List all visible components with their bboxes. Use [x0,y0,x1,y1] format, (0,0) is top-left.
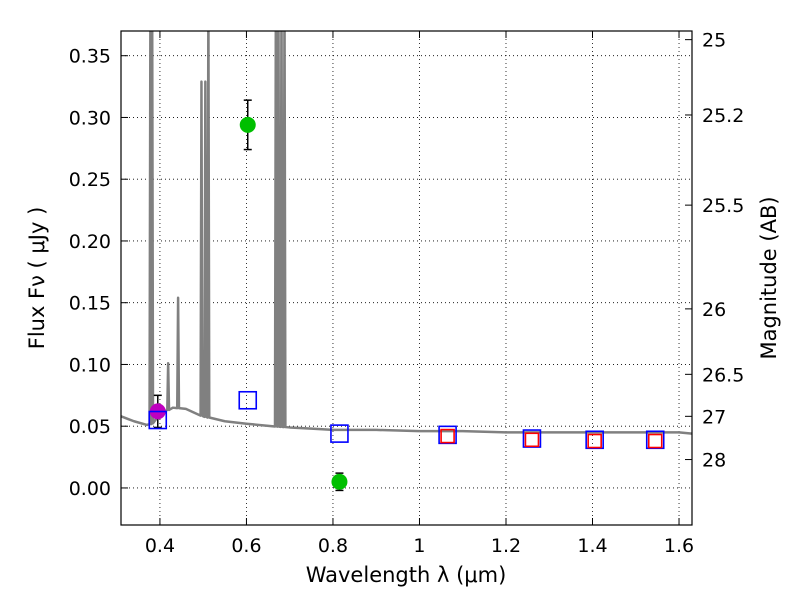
observed-point [239,116,256,133]
x-tick-label: 0.6 [231,535,261,557]
model-blue-square [148,410,168,430]
model-blue-square [238,390,258,410]
y-tick-label: 0.05 [69,416,111,438]
data-markers [148,99,665,492]
x-tick-label: 1.4 [577,535,607,557]
x-tick-label: 1.6 [664,535,694,557]
y-tick-label: 0.35 [69,46,111,68]
model-red-square [647,433,663,449]
magnitude-tick-label: 28 [702,450,726,472]
x-axis-ticks: 0.4 0.6 0.8 1 1.2 1.4 1.6 [145,31,694,557]
magnitude-tick-label: 27 [702,406,726,428]
magnitude-tick-label: 26.5 [702,364,744,386]
y-axis-label: Flux Fν ( μJy ) [25,207,49,350]
x-tick-label: 0.8 [318,535,348,557]
y-tick-label: 0.10 [69,354,111,376]
y-tick-label: 0.25 [69,169,111,191]
y-tick-label: 0.20 [69,231,111,253]
magnitude-axis-ticks: 25 25.2 25.5 26 26.5 27 28 [685,30,744,472]
y-tick-label: 0.00 [69,478,111,500]
y-tick-label: 0.30 [69,107,111,129]
x-tick-label: 1.2 [491,535,521,557]
plot-area [121,31,692,492]
magnitude-axis-label: Magnitude (AB) [757,196,781,359]
magnitude-tick-label: 25.2 [702,105,744,127]
y-axis-ticks: 0.00 0.05 0.10 0.15 0.20 0.25 0.30 0.35 [69,46,128,500]
model-red-square [587,433,602,449]
model-blue-square [330,424,349,443]
x-tick-label: 0.4 [145,535,175,557]
magnitude-tick-label: 25 [702,30,726,52]
magnitude-tick-label: 25.5 [702,195,744,217]
x-axis-label: Wavelength λ (μm) [306,563,507,587]
model-red-square [524,432,540,448]
magnitude-tick-label: 26 [702,299,726,321]
model-red-square [440,428,455,444]
x-tick-label: 1 [413,535,425,557]
y-tick-label: 0.15 [69,293,111,315]
plot-frame [120,30,693,526]
observed-point [331,473,348,490]
